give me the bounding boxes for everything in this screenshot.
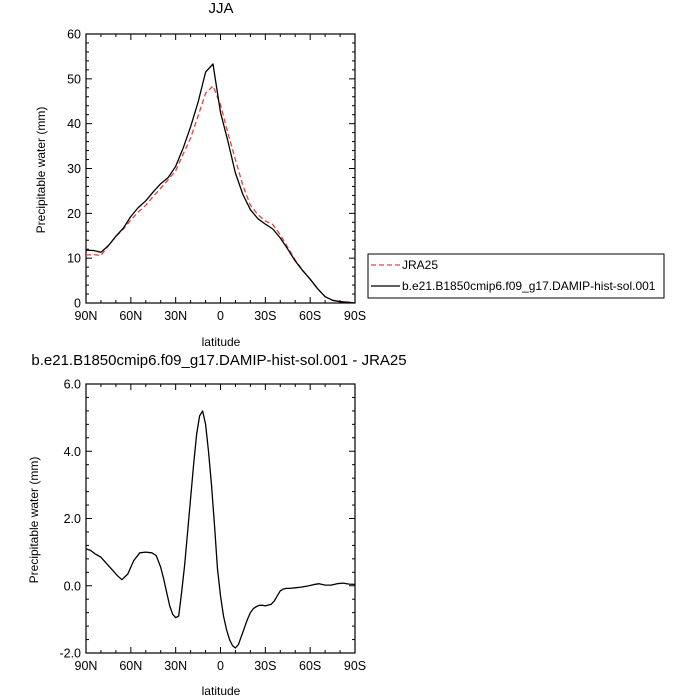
top-y-tick-label: 20 [67,207,81,221]
top-series-lines [85,63,356,304]
bottom-x-tick-label: 30N [164,659,187,673]
top-plot-frame [85,33,356,304]
bottom-series-lines [85,410,356,649]
bottom-y-tick-label: -2.0 [59,647,81,661]
legend: JRA25 b.e21.B1850cmip6.f09_g17.DAMIP-his… [367,253,665,299]
legend-label-model: b.e21.B1850cmip6.f09_g17.DAMIP-hist-sol.… [402,279,656,293]
top-axis-ticks: 90N 60N 30N 0 30S 60S 90S 0 10 20 30 40 50 60 [67,28,366,324]
bottom-panel: b.e21.B1850cmip6.f09_g17.DAMIP-hist-sol.… [27,352,407,698]
top-y-tick-label: 10 [67,252,81,266]
bottom-plot-frame [85,383,356,654]
top-x-tick-label: 30S [254,309,276,323]
top-x-tick-label: 90S [344,309,366,323]
bottom-x-tick-label: 90N [75,659,98,673]
top-x-tick-label: 60N [119,309,142,323]
top-series-line-1 [85,63,356,304]
bottom-x-tick-label: 0 [217,659,224,673]
top-y-tick-label: 60 [67,28,81,42]
bottom-y-axis-label: Precipitable water (mm) [27,457,41,584]
top-y-axis-label: Precipitable water (mm) [34,107,48,234]
top-x-tick-label: 60S [299,309,321,323]
top-y-tick-label: 30 [67,162,81,176]
bottom-y-tick-label: 0.0 [64,579,81,593]
top-x-tick-label: 90N [75,309,98,323]
legend-box [367,253,665,299]
bottom-x-tick-label: 90S [344,659,366,673]
bottom-x-axis-label: latitude [202,684,241,698]
top-x-axis-label: latitude [202,335,241,349]
bottom-x-tick-label: 60S [299,659,321,673]
bottom-series-line-0 [85,410,356,649]
bottom-x-tick-label: 30S [254,659,276,673]
top-x-tick-label: 30N [164,309,187,323]
bottom-y-tick-label: 4.0 [64,445,81,459]
bottom-y-tick-label: 6.0 [64,378,81,392]
top-x-tick-label: 0 [217,309,224,323]
bottom-y-tick-label: 2.0 [64,512,81,526]
bottom-chart-title: b.e21.B1850cmip6.f09_g17.DAMIP-hist-sol.… [31,352,406,369]
top-series-line-0 [85,85,356,304]
legend-label-jra25: JRA25 [402,258,438,272]
top-panel: JJA 90N 60N 30N 0 30S 60S 90S 0 10 20 30 40 50 60 lat… [34,0,366,349]
top-chart-title: JJA [208,0,233,17]
top-y-tick-label: 40 [67,117,81,131]
top-y-tick-label: 0 [74,297,81,311]
top-y-tick-label: 50 [67,72,81,86]
bottom-axis-ticks: 90N 60N 30N 0 30S 60S 90S -2.0 0.0 2.0 4.0 6.0 [59,378,366,674]
bottom-x-tick-label: 60N [119,659,142,673]
